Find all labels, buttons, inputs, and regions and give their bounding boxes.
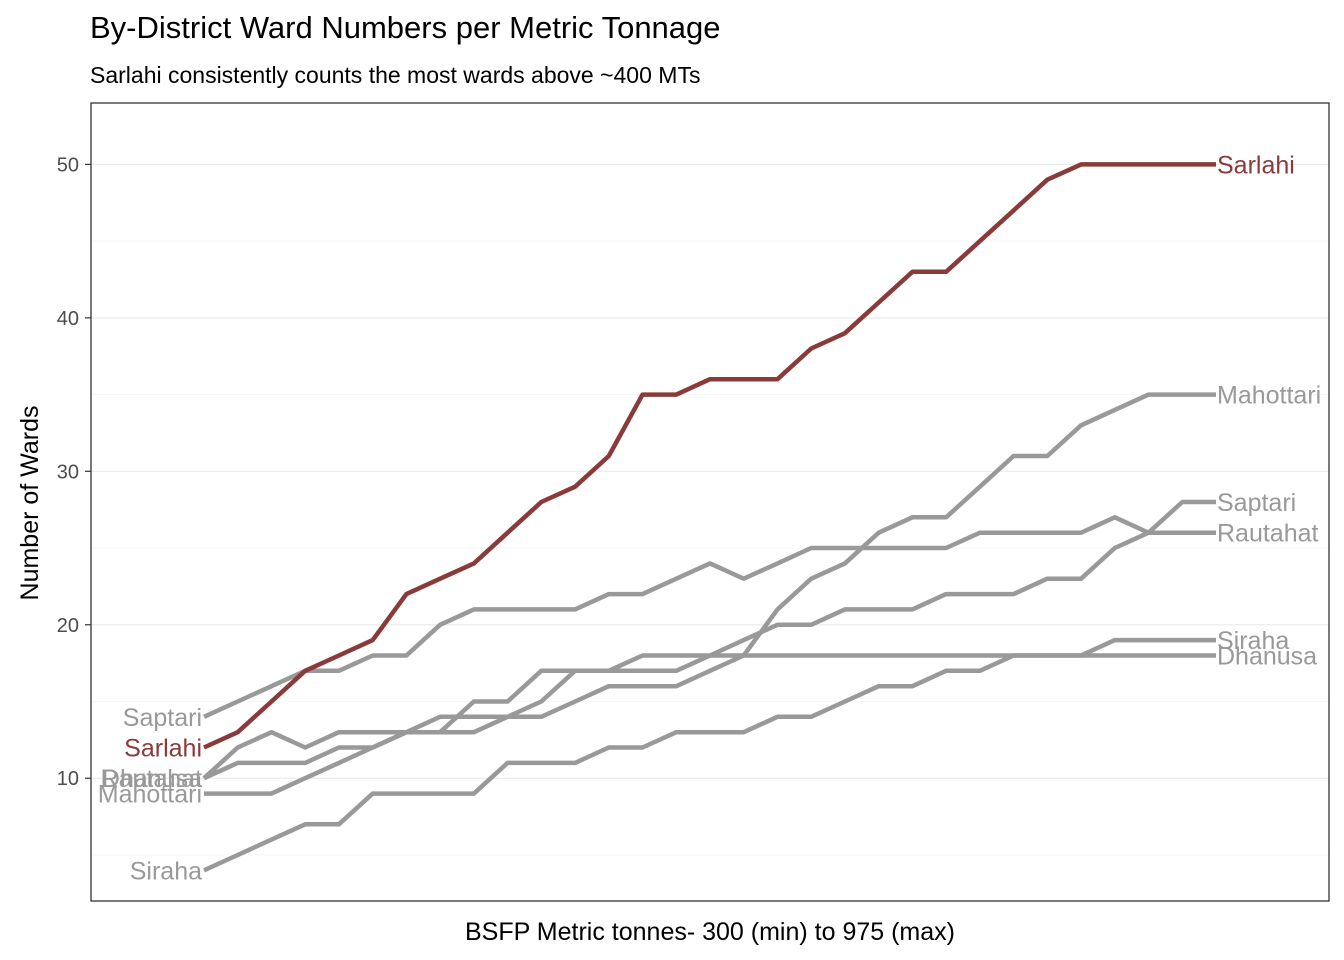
end-label-saptari: Saptari	[1217, 489, 1296, 517]
start-label-saptari: Saptari	[123, 704, 202, 732]
y-axis-title: Number of Wards	[16, 406, 44, 601]
start-label-mahottari: Mahottari	[98, 781, 202, 809]
series-line-siraha	[203, 637, 1216, 873]
series-line-saptari	[203, 499, 1216, 719]
y-tick-label: 20	[57, 615, 79, 637]
end-label-rautahat: Rautahat	[1217, 520, 1319, 548]
y-tick-label: 10	[57, 768, 79, 790]
end-label-siraha: Siraha	[1217, 627, 1289, 655]
y-axis: 10 20 30 40 50	[57, 154, 91, 790]
series-line-dhanusa	[202, 653, 1216, 780]
chart-subtitle: Sarlahi consistently counts the most war…	[90, 62, 701, 88]
series-labels: SaptariSarlahiDhanusaRautahatMahottariSi…	[98, 151, 1321, 885]
series-line-rautahat	[203, 530, 1216, 781]
x-axis-title: BSFP Metric tonnes- 300 (min) to 975 (ma…	[465, 918, 955, 946]
y-tick-label: 40	[57, 308, 79, 330]
series-line-sarlahi	[203, 162, 1216, 750]
start-label-rautahat: Rautahat	[101, 765, 203, 793]
start-label-siraha: Siraha	[130, 857, 202, 885]
start-label-sarlahi: Sarlahi	[124, 735, 202, 763]
start-label-dhanusa: Dhanusa	[102, 765, 202, 793]
y-tick-label: 50	[57, 154, 79, 176]
end-label-mahottari: Mahottari	[1217, 382, 1321, 410]
plot-panel-border	[90, 102, 1330, 902]
end-label-sarlahi: Sarlahi	[1217, 151, 1295, 179]
y-tick-label: 30	[57, 461, 79, 483]
chart-title: By-District Ward Numbers per Metric Tonn…	[90, 10, 721, 45]
gridlines	[91, 163, 1329, 856]
series-lines	[202, 162, 1216, 873]
end-label-dhanusa: Dhanusa	[1217, 643, 1317, 671]
